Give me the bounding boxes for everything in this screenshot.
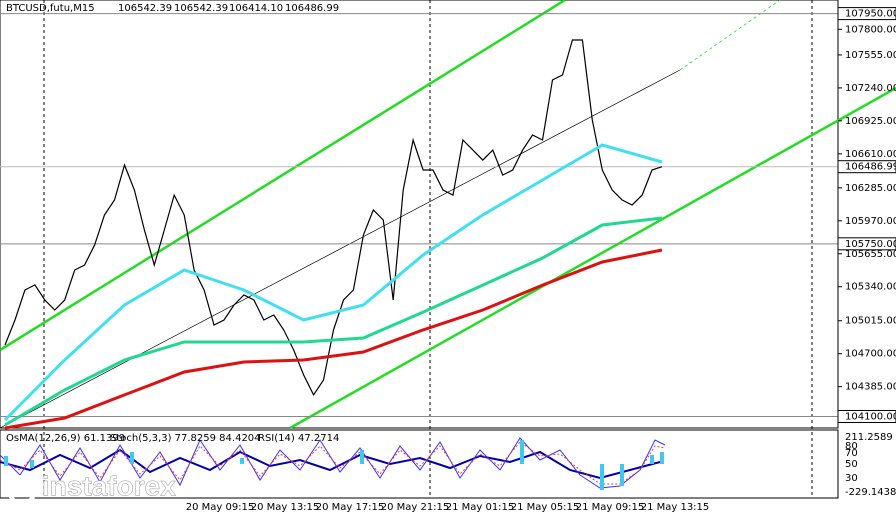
low: 106414.10	[229, 3, 283, 14]
moving-average	[4, 248, 663, 430]
watermark: instaforex Instant Forex Trading	[7, 470, 176, 513]
moving-average	[4, 216, 663, 427]
y-tick-label: 104385.00	[845, 382, 896, 393]
y-tick-label: 107800.00	[845, 24, 896, 35]
y-tick-label: 105970.00	[845, 216, 896, 227]
price-line	[4, 39, 663, 397]
y-tick-label: 106925.00	[845, 116, 896, 127]
level-box	[837, 409, 896, 423]
indicator-axis-label: -229.1438	[845, 487, 896, 498]
indicator-axis-label: 211.2589	[845, 432, 893, 443]
main-pane	[0, 0, 839, 429]
level-box	[837, 237, 896, 251]
indicator-axis-label: 30	[845, 473, 858, 484]
indicator-labels: OsMA(12,26,9) 61.1399 Stoch(5,3,3) 77.82…	[6, 433, 339, 444]
osma-label: OsMA(12,26,9) 61.1399	[6, 433, 125, 444]
current-price-label: 106486.99	[845, 162, 896, 173]
y-tick-label: 106610.00	[845, 149, 896, 160]
tagline: Instant Forex Trading	[48, 501, 152, 513]
period-separators	[43, 0, 813, 498]
level-label: 105750.00	[845, 239, 896, 250]
y-tick-label: 106285.00	[845, 183, 896, 194]
y-tick-label: 105655.00	[845, 249, 896, 260]
indicator-axis-label: 80	[845, 441, 858, 452]
close: 106486.99	[285, 3, 339, 14]
current-price-box	[837, 160, 896, 174]
x-tick-label: 20 May 17:15	[316, 502, 385, 513]
x-tick-label: 20 May 13:15	[251, 502, 320, 513]
y-tick-label: 105015.00	[845, 316, 896, 327]
x-tick-label: 21 May 01:15	[446, 502, 515, 513]
x-tick-label: 21 May 09:15	[576, 502, 645, 513]
indicator-lines	[0, 437, 666, 490]
level-box	[837, 7, 896, 21]
y-tick-label: 107240.00	[845, 83, 896, 94]
symbol: BTCUSD,futu,M15	[6, 3, 95, 14]
x-tick-label: 20 May 09:15	[186, 502, 255, 513]
x-tick-label: 21 May 05:15	[511, 502, 580, 513]
header: BTCUSD,futu,M15 106542.39 106542.39 1064…	[6, 3, 339, 14]
y-tick-label: 104700.00	[845, 349, 896, 360]
high: 106542.39	[174, 3, 228, 14]
open: 106542.39	[118, 3, 172, 14]
brand: instaforex	[42, 470, 176, 501]
level-label: 107950.00	[845, 9, 896, 20]
channel	[0, 0, 896, 430]
x-tick-label: 20 May 21:15	[381, 502, 450, 513]
x-tick-label: 21 May 13:15	[641, 502, 710, 513]
trend-extension	[679, 0, 781, 71]
level-label: 104100.00	[845, 411, 896, 422]
moving-average	[3, 143, 663, 422]
y-tick-label: 107555.00	[845, 50, 896, 61]
indicator-axis-label: 50	[845, 459, 858, 470]
rsi-label: RSI(14) 47.2714	[258, 433, 339, 444]
stoch-label: Stoch(5,3,3) 77.8259 84.4204	[110, 433, 261, 444]
y-tick-label: 105340.00	[845, 282, 896, 293]
logo	[7, 475, 37, 505]
trend-line	[0, 69, 681, 429]
indicator-axis-label: 70	[845, 448, 858, 459]
